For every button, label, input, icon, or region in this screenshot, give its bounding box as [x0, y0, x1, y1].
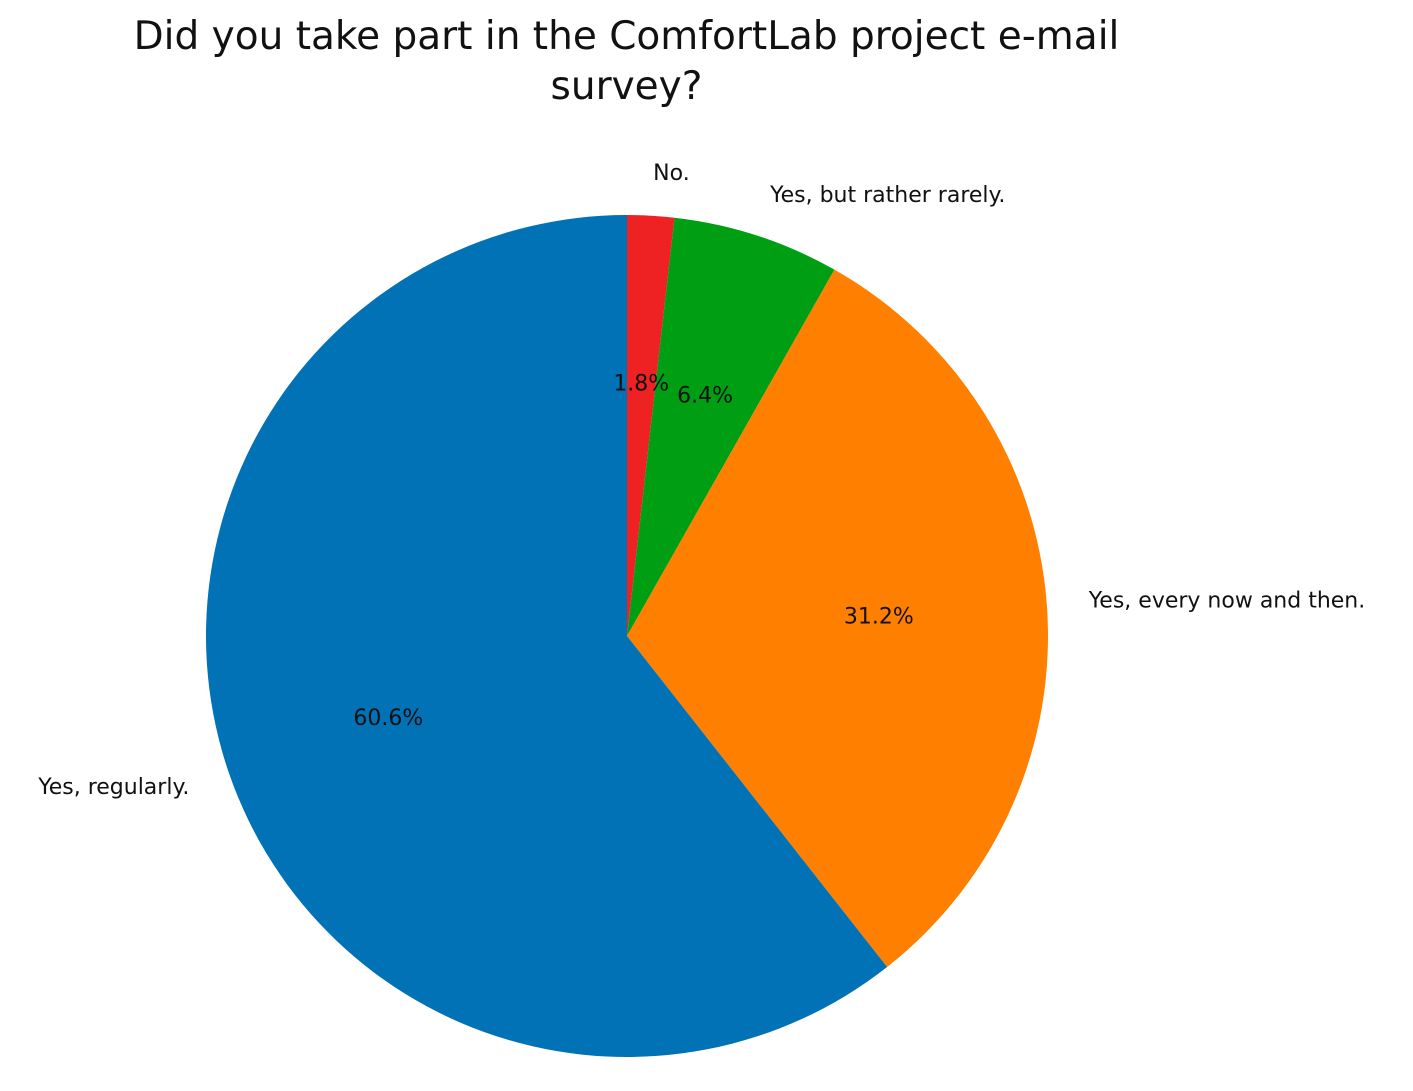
pie-slice-4 — [206, 215, 888, 1057]
pie-category-label-2: Yes, but rather rarely. — [769, 183, 1005, 208]
pie-pct-label-1: 1.8% — [613, 371, 669, 396]
pie-slice-2 — [627, 217, 835, 636]
pie-pct-label-4: 60.6% — [353, 706, 423, 731]
chart-title-line-2: survey? — [550, 64, 703, 109]
pie-slice-3 — [627, 269, 1048, 968]
chart-title: Did you take part in the ComfortLab proj… — [0, 12, 1253, 112]
pie-slice-1 — [627, 215, 675, 636]
pie-pct-label-3: 31.2% — [844, 604, 914, 629]
pie-category-label-1: No. — [653, 161, 690, 186]
pie-pct-label-2: 6.4% — [677, 383, 733, 408]
pie-category-label-4: Yes, regularly. — [37, 775, 189, 800]
chart-title-line-1: Did you take part in the ComfortLab proj… — [133, 14, 1120, 59]
pie-category-label-3: Yes, every now and then. — [1088, 589, 1365, 614]
